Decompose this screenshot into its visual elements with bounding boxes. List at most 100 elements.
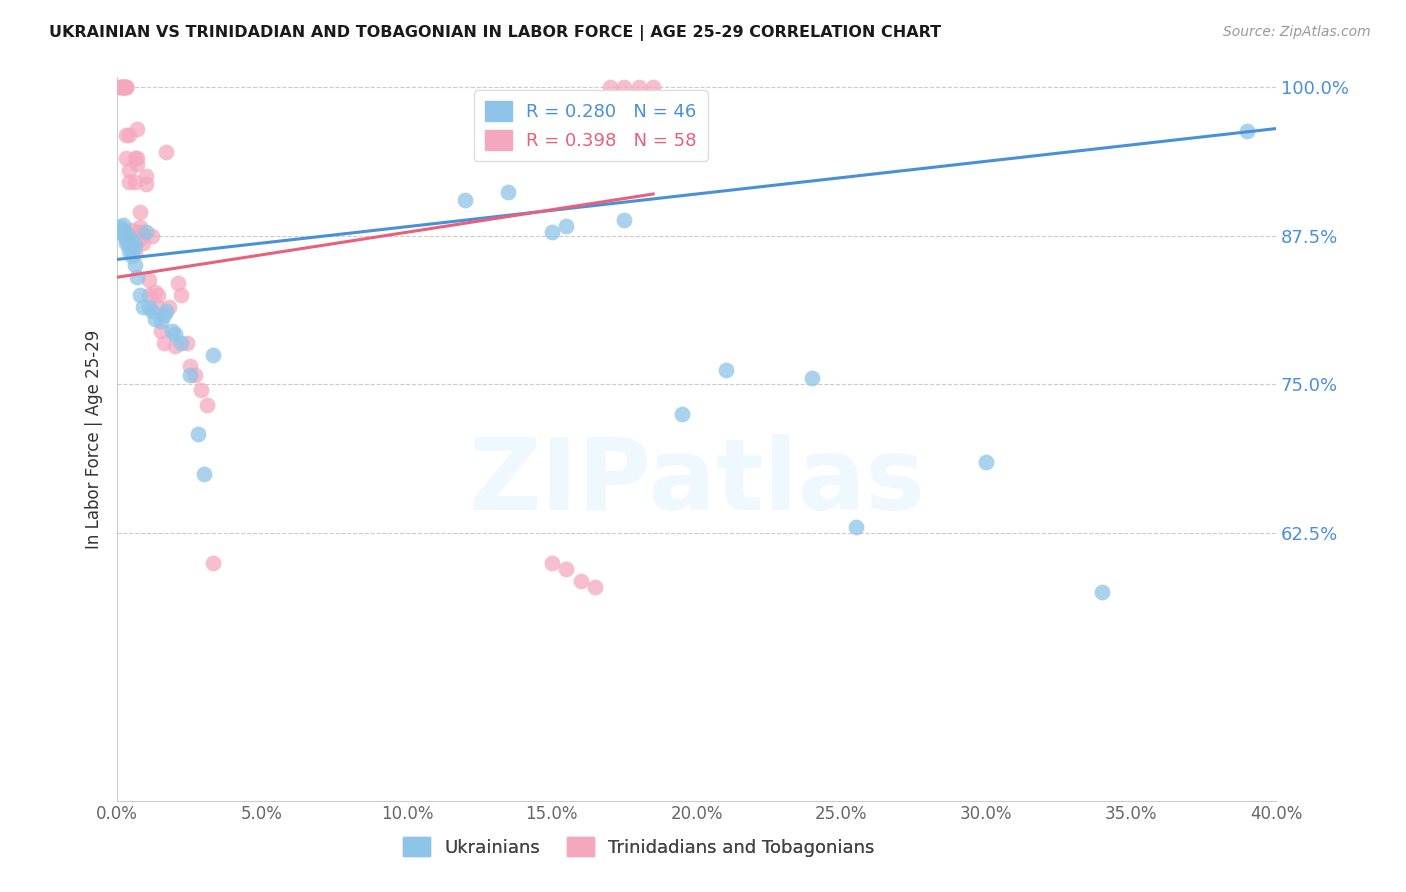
- Point: [121, 235, 143, 249]
- Point: [124, 175, 146, 189]
- Point: [1236, 124, 1258, 138]
- Point: [555, 219, 578, 233]
- Point: [801, 371, 824, 385]
- Y-axis label: In Labor Force | Age 25-29: In Labor Force | Age 25-29: [86, 329, 103, 549]
- Point: [155, 303, 177, 318]
- Point: [179, 368, 201, 382]
- Point: [115, 226, 138, 240]
- Point: [111, 79, 134, 94]
- Point: [115, 79, 138, 94]
- Point: [555, 562, 578, 576]
- Point: [127, 157, 149, 171]
- Point: [124, 239, 146, 253]
- Point: [129, 232, 152, 246]
- Point: [124, 151, 146, 165]
- Point: [121, 222, 143, 236]
- Point: [121, 249, 143, 263]
- Point: [714, 363, 737, 377]
- Point: [187, 427, 209, 442]
- Point: [132, 300, 155, 314]
- Point: [184, 368, 207, 382]
- Point: [127, 151, 149, 165]
- Point: [118, 231, 141, 245]
- Point: [135, 169, 157, 183]
- Point: [115, 229, 138, 244]
- Point: [115, 79, 138, 94]
- Legend: Ukrainians, Trinidadians and Tobagonians: Ukrainians, Trinidadians and Tobagonians: [395, 830, 882, 864]
- Point: [115, 79, 138, 94]
- Point: [115, 235, 138, 250]
- Point: [1091, 585, 1114, 599]
- Point: [111, 79, 134, 94]
- Point: [129, 225, 152, 239]
- Text: Source: ZipAtlas.com: Source: ZipAtlas.com: [1223, 25, 1371, 39]
- Point: [121, 243, 143, 257]
- Point: [190, 384, 212, 398]
- Point: [132, 227, 155, 242]
- Point: [613, 213, 636, 227]
- Point: [118, 128, 141, 142]
- Point: [124, 259, 146, 273]
- Point: [135, 225, 157, 239]
- Point: [118, 175, 141, 189]
- Point: [179, 359, 201, 374]
- Point: [129, 288, 152, 302]
- Point: [146, 288, 169, 302]
- Point: [498, 185, 520, 199]
- Point: [118, 238, 141, 252]
- Point: [201, 348, 224, 362]
- Point: [124, 246, 146, 260]
- Point: [118, 163, 141, 178]
- Point: [176, 335, 198, 350]
- Point: [115, 151, 138, 165]
- Point: [149, 324, 172, 338]
- Point: [141, 303, 163, 318]
- Point: [108, 79, 131, 94]
- Point: [193, 467, 215, 481]
- Point: [627, 79, 650, 94]
- Point: [138, 300, 160, 314]
- Point: [167, 277, 190, 291]
- Point: [643, 79, 665, 94]
- Point: [111, 79, 134, 94]
- Point: [127, 121, 149, 136]
- Point: [138, 273, 160, 287]
- Point: [143, 312, 166, 326]
- Point: [160, 324, 183, 338]
- Point: [454, 193, 477, 207]
- Point: [149, 314, 172, 328]
- Text: UKRAINIAN VS TRINIDADIAN AND TOBAGONIAN IN LABOR FORCE | AGE 25-29 CORRELATION C: UKRAINIAN VS TRINIDADIAN AND TOBAGONIAN …: [49, 25, 942, 41]
- Point: [170, 288, 193, 302]
- Point: [118, 244, 141, 259]
- Point: [108, 225, 131, 239]
- Point: [157, 300, 180, 314]
- Point: [129, 220, 152, 235]
- Point: [170, 335, 193, 350]
- Point: [540, 556, 562, 570]
- Point: [111, 222, 134, 236]
- Point: [127, 270, 149, 285]
- Point: [569, 574, 592, 588]
- Point: [845, 520, 868, 534]
- Point: [195, 398, 218, 412]
- Point: [111, 227, 134, 242]
- Point: [132, 235, 155, 250]
- Point: [135, 178, 157, 192]
- Point: [155, 145, 177, 160]
- Point: [201, 556, 224, 570]
- Point: [129, 204, 152, 219]
- Point: [165, 339, 187, 353]
- Point: [613, 79, 636, 94]
- Point: [121, 233, 143, 247]
- Point: [583, 580, 606, 594]
- Point: [111, 218, 134, 232]
- Text: ZIPatlas: ZIPatlas: [468, 434, 925, 531]
- Point: [599, 79, 621, 94]
- Point: [115, 128, 138, 142]
- Point: [111, 79, 134, 94]
- Point: [671, 407, 693, 421]
- Point: [152, 335, 174, 350]
- Point: [974, 455, 997, 469]
- Point: [141, 228, 163, 243]
- Point: [165, 327, 187, 342]
